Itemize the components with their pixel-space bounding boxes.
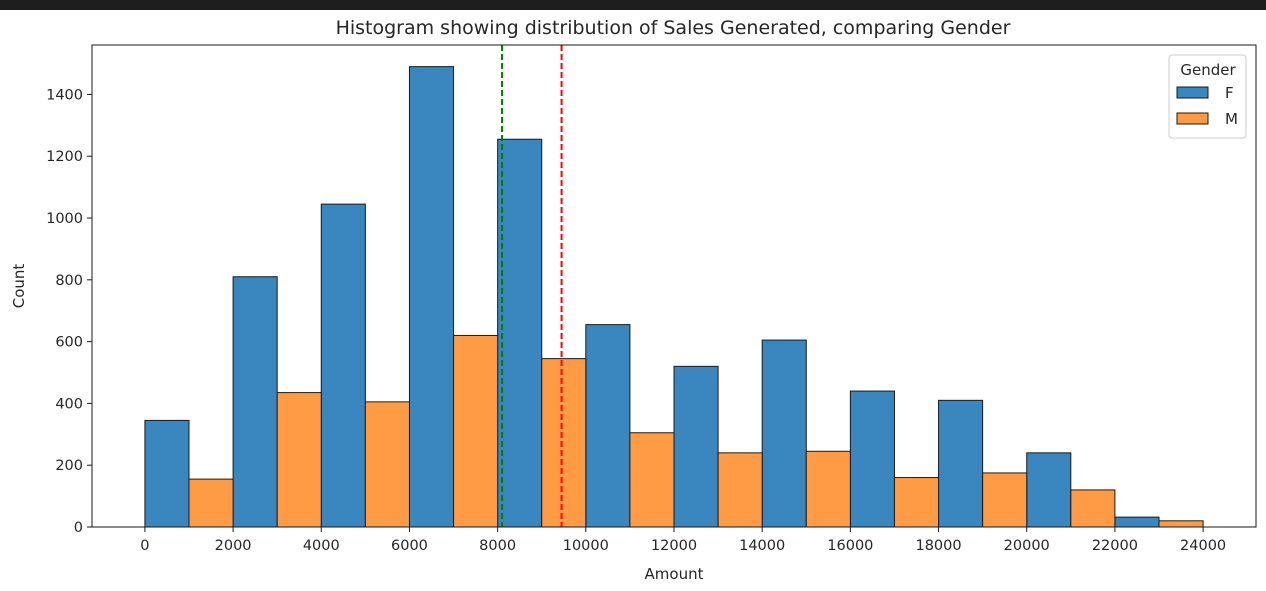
y-tick-label-0: 0	[74, 520, 83, 536]
bar-m-5000	[364, 401, 410, 528]
x-tick-label-18000: 18000	[915, 538, 961, 554]
bars-group	[144, 66, 1204, 528]
bar-m-7000	[453, 334, 499, 528]
bar-f-20000	[1026, 452, 1072, 528]
y-tick-label-800: 800	[55, 273, 83, 289]
bar-f-12000	[673, 365, 719, 528]
legend-label-f: F	[1225, 84, 1234, 102]
x-tick-label-2000: 2000	[215, 538, 252, 554]
bar-m-11000	[629, 432, 675, 528]
bar-m-1000	[188, 478, 234, 528]
reference-lines-group	[501, 45, 563, 527]
bar-m-9000	[541, 358, 587, 528]
legend: Gender F M	[1168, 54, 1247, 139]
bar-m-19000	[982, 472, 1028, 528]
x-axis-label: Amount	[645, 565, 704, 583]
plot-frame	[91, 44, 1257, 528]
x-tick-label-10000: 10000	[563, 538, 609, 554]
x-tick-label-12000: 12000	[651, 538, 697, 554]
bar-f-6000	[408, 66, 455, 528]
bar-f-2000	[232, 276, 278, 528]
bar-m-21000	[1070, 489, 1116, 528]
x-tick-label-16000: 16000	[827, 538, 873, 554]
legend-swatch-m	[1176, 112, 1209, 125]
x-tick-label-6000: 6000	[391, 538, 428, 554]
bar-m-17000	[893, 477, 940, 528]
legend-label-m: M	[1225, 110, 1238, 128]
bar-m-13000	[717, 452, 763, 528]
x-tick-label-4000: 4000	[303, 538, 340, 554]
x-tick-label-14000: 14000	[739, 538, 785, 554]
x-tick-label-20000: 20000	[1004, 538, 1050, 554]
legend-swatch-f	[1176, 86, 1209, 99]
x-tick-label-24000: 24000	[1180, 538, 1226, 554]
x-axis-ticks: 0 2000 4000 6000 8000 10000 12000 14000 16000 180…	[140, 527, 1226, 554]
top-bar	[0, 0, 1266, 10]
y-tick-label-1400: 1400	[46, 87, 83, 103]
y-tick-label-1000: 1000	[46, 211, 83, 227]
y-tick-label-600: 600	[55, 335, 83, 351]
bar-f-8000	[497, 138, 543, 528]
bar-f-16000	[849, 390, 895, 528]
x-tick-label-22000: 22000	[1092, 538, 1138, 554]
bar-m-3000	[276, 392, 322, 528]
bar-f-14000	[761, 339, 807, 528]
y-axis-label: Count	[10, 264, 28, 309]
chart-title: Histogram showing distribution of Sales …	[336, 17, 1011, 39]
y-axis-ticks: 0 200 400 600 800 1000 1200 1400	[46, 87, 92, 536]
x-tick-label-8000: 8000	[479, 538, 516, 554]
bar-m-23000	[1158, 520, 1204, 528]
legend-title: Gender	[1180, 61, 1236, 79]
y-tick-label-400: 400	[55, 396, 83, 412]
bar-f-4000	[320, 203, 366, 528]
y-tick-label-200: 200	[55, 458, 83, 474]
y-tick-label-1200: 1200	[46, 149, 83, 165]
bar-m-15000	[805, 450, 851, 528]
bar-f-18000	[938, 399, 984, 528]
bar-f-0	[144, 419, 190, 528]
bar-f-10000	[585, 324, 631, 528]
bar-f-22000	[1114, 516, 1160, 528]
x-tick-label-0: 0	[140, 538, 149, 554]
